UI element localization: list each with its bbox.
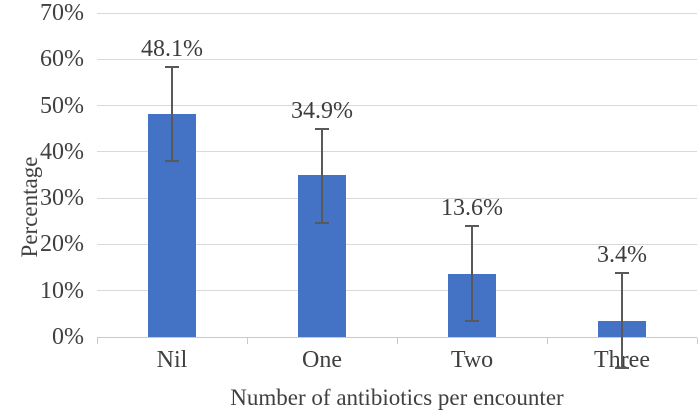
gridline — [97, 197, 697, 199]
y-axis-title: Percentage — [17, 156, 42, 258]
error-bar-cap-bottom — [615, 367, 629, 369]
y-tick-label: 10% — [40, 277, 84, 304]
y-tick-label: 50% — [40, 92, 84, 119]
y-tick-label: 70% — [40, 0, 84, 26]
error-bar-cap-bottom — [465, 319, 479, 322]
error-bar — [471, 225, 473, 321]
error-bar-cap-bottom — [165, 159, 179, 162]
error-bar — [321, 128, 323, 223]
x-axis-title: Number of antibiotics per encounter — [230, 385, 564, 410]
y-tick-label: 60% — [40, 46, 84, 73]
data-label: 34.9% — [291, 97, 353, 124]
error-bar-cap-top — [165, 65, 179, 68]
gridline — [97, 243, 697, 245]
y-tick-label: 40% — [40, 138, 84, 165]
error-bar-cap-top — [315, 127, 329, 130]
x-axis-tick — [97, 338, 98, 344]
category-label: Two — [450, 347, 494, 373]
y-tick-label: 0% — [52, 324, 84, 350]
category-label: Nil — [156, 347, 188, 373]
x-axis-tick — [697, 338, 698, 344]
gridline — [97, 105, 697, 107]
error-bar-cap-top — [615, 272, 629, 275]
gridline — [97, 12, 697, 14]
y-tick-label: 20% — [40, 231, 84, 258]
gridline — [97, 290, 697, 292]
gridline — [97, 151, 697, 153]
gridline — [97, 58, 697, 60]
x-axis-tick — [547, 338, 548, 344]
x-axis-tick — [247, 338, 248, 344]
error-bar — [621, 273, 623, 368]
data-label: 48.1% — [141, 35, 203, 62]
data-label: 3.4% — [597, 242, 647, 269]
error-bar-cap-top — [465, 224, 479, 227]
error-bar — [171, 66, 173, 161]
category-label: One — [302, 347, 342, 373]
y-tick-label: 30% — [40, 185, 84, 212]
error-bar-cap-bottom — [315, 221, 329, 224]
x-axis-line — [97, 337, 697, 338]
data-label: 13.6% — [441, 194, 503, 221]
x-axis-tick — [397, 338, 398, 344]
